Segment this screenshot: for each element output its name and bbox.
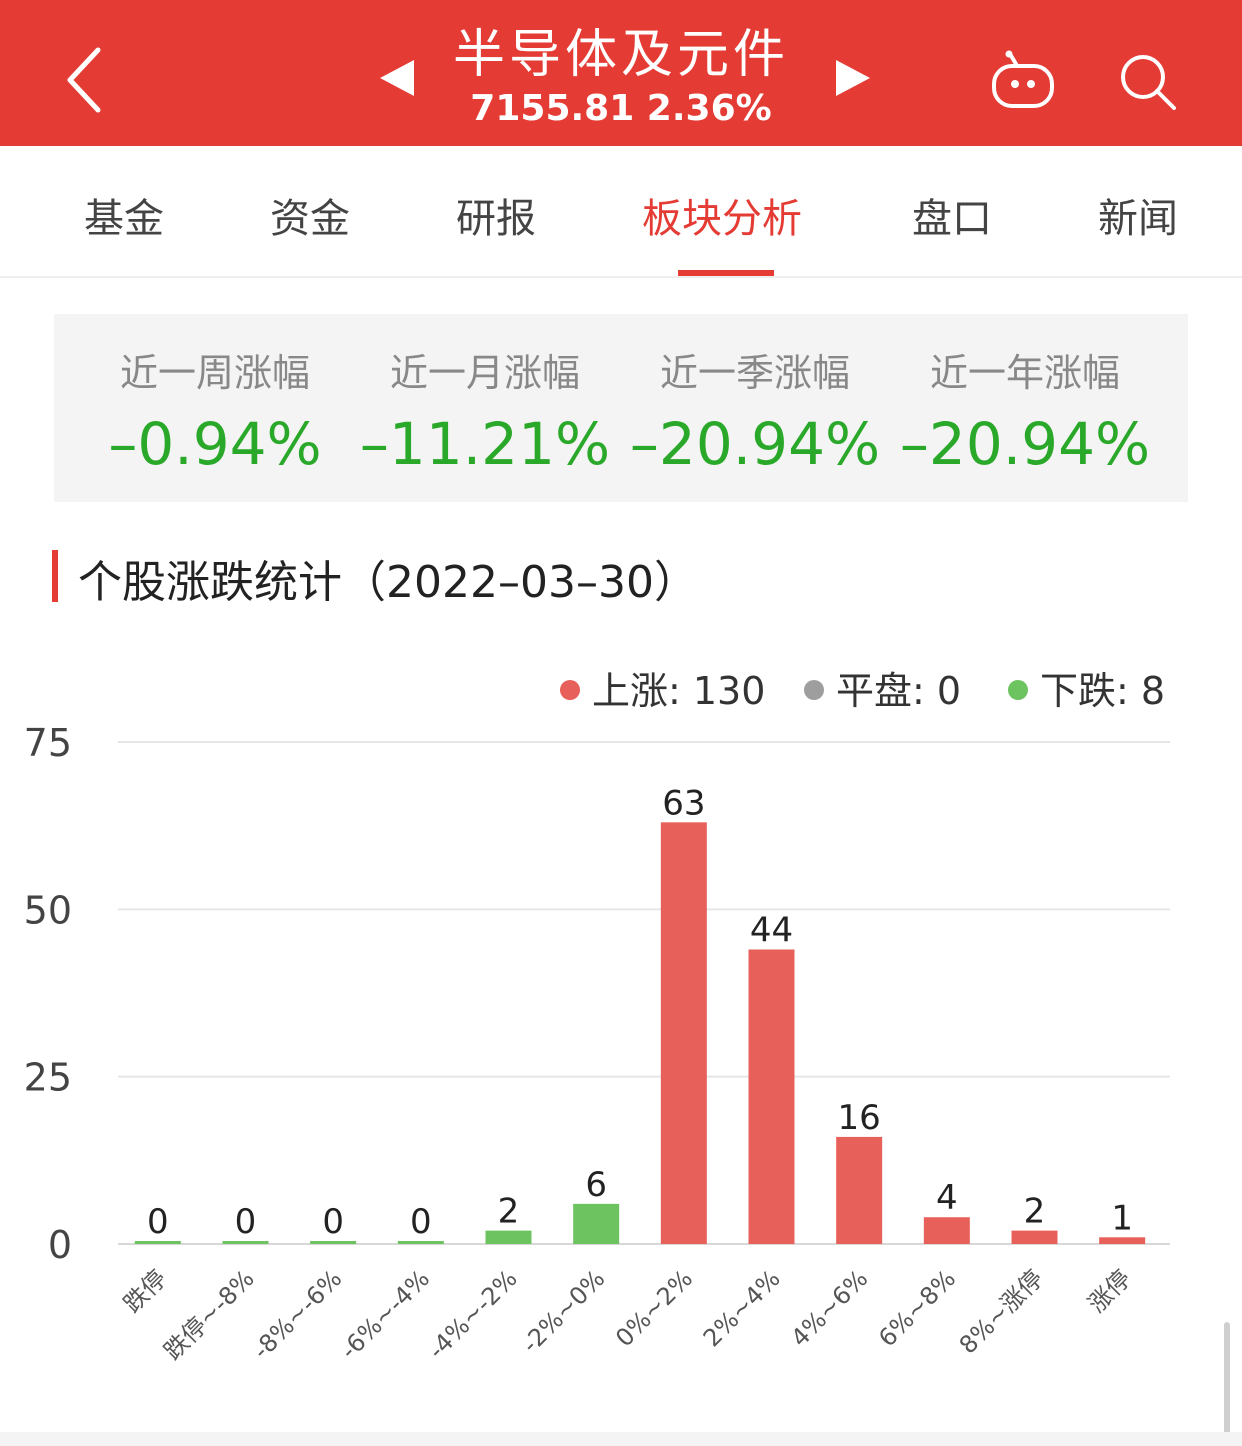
y-tick-label: 25 [24, 1056, 72, 1100]
x-tick-label: -8%~-6% [247, 1264, 347, 1364]
bar-跌停 [134, 1241, 181, 1244]
stat-value: –20.94% [629, 410, 881, 478]
x-tick-label: 4%~6% [786, 1264, 874, 1352]
data-label: 63 [662, 783, 705, 823]
chevron-left-icon[interactable] [58, 40, 118, 120]
legend-label: 上涨: 130 [592, 669, 766, 713]
x-tick-label: 2%~4% [698, 1264, 786, 1352]
y-tick-label: 50 [24, 888, 72, 932]
x-tick-label: 0%~2% [610, 1264, 698, 1352]
header-bar: 半导体及元件 7155.81 2.36% [0, 0, 1242, 146]
bar--6%~-4% [397, 1241, 444, 1244]
bar--4%~-2% [485, 1230, 532, 1244]
tab-news[interactable]: 新闻 [1098, 196, 1178, 242]
x-tick-label: 跌停~-8% [159, 1264, 260, 1365]
section-accent-bar [52, 550, 58, 602]
bar-0%~2% [660, 822, 707, 1244]
tab-research[interactable]: 研报 [456, 196, 536, 242]
legend-label: 平盘: 0 [836, 669, 962, 713]
legend-down: 下跌: 8 [1008, 660, 1165, 715]
legend-dot-up [560, 679, 580, 700]
bar-chart: 0 25 50 75 0 跌停 0 跌停~-8% 0 -8%~-6% 0 -6%~-4% 2 -4%~-2… [24, 721, 1170, 1365]
bar-4%~6% [836, 1136, 883, 1244]
bar--8%~-6% [310, 1241, 357, 1244]
data-label: 44 [750, 910, 793, 950]
x-tick-label: -2%~0% [516, 1264, 610, 1358]
tab-capital[interactable]: 资金 [270, 196, 350, 242]
performance-summary: 近一周涨幅 –0.94% 近一月涨幅 –11.21% 近一季涨幅 –20.94%… [54, 314, 1188, 502]
stat-label: 近一周涨幅 [119, 351, 310, 395]
data-label: 0 [147, 1202, 169, 1242]
robot-icon[interactable] [988, 50, 1058, 110]
legend-dot-flat [804, 679, 824, 700]
data-label: 2 [498, 1192, 520, 1232]
footer-strip [0, 1432, 1242, 1446]
bar--2%~0% [573, 1203, 620, 1244]
legend-dot-down [1008, 679, 1028, 700]
x-tick-label: -6%~-4% [335, 1264, 435, 1364]
tab-order-book[interactable]: 盘口 [912, 196, 992, 242]
x-tick-label: 8%~涨停 [954, 1264, 1049, 1359]
bar-2%~4% [748, 949, 795, 1244]
data-label: 2 [1024, 1192, 1046, 1232]
x-tick-label: -4%~-2% [423, 1264, 523, 1364]
stat-label: 近一月涨幅 [389, 351, 580, 395]
page-title: 半导体及元件 [452, 25, 789, 85]
stat-value: –0.94% [108, 410, 322, 478]
search-icon[interactable] [1116, 50, 1180, 114]
triangle-left-icon[interactable] [378, 58, 418, 98]
stat-label: 近一年涨幅 [929, 351, 1120, 395]
stat-label: 近一季涨幅 [659, 351, 850, 395]
legend-up: 上涨: 130 [560, 660, 765, 715]
y-tick-label: 0 [48, 1223, 72, 1267]
active-tab-indicator [678, 270, 774, 276]
stat-value: –11.21% [359, 410, 611, 478]
bar-6%~8% [923, 1217, 970, 1244]
data-label: 1 [1111, 1198, 1133, 1238]
x-tick-label: 涨停 [1083, 1264, 1137, 1318]
tab-bar: 基金 资金 研报 板块分析 盘口 新闻 [0, 146, 1242, 278]
scrollbar[interactable] [1224, 1322, 1230, 1438]
data-label: 4 [936, 1178, 958, 1218]
bar-涨停 [1099, 1237, 1146, 1244]
tab-sector-analysis[interactable]: 板块分析 [642, 196, 802, 242]
bar-跌停~-8% [222, 1241, 269, 1244]
data-label: 0 [322, 1202, 344, 1242]
bar-8%~涨停 [1011, 1230, 1058, 1244]
triangle-right-icon[interactable] [832, 58, 872, 98]
index-quote: 7155.81 2.36% [470, 88, 772, 129]
data-label: 0 [410, 1202, 432, 1242]
legend-label: 下跌: 8 [1040, 669, 1166, 713]
legend-flat: 平盘: 0 [804, 660, 961, 715]
data-label: 6 [585, 1165, 607, 1205]
x-tick-label: 6%~8% [873, 1264, 961, 1352]
section-title: 个股涨跌统计（2022–03–30） [78, 557, 698, 608]
y-tick-label: 75 [24, 721, 72, 765]
data-label: 0 [235, 1202, 257, 1242]
data-label: 16 [838, 1098, 881, 1138]
stat-value: –20.94% [899, 410, 1151, 478]
x-tick-label: 跌停 [118, 1264, 172, 1318]
tab-fund[interactable]: 基金 [84, 196, 164, 242]
